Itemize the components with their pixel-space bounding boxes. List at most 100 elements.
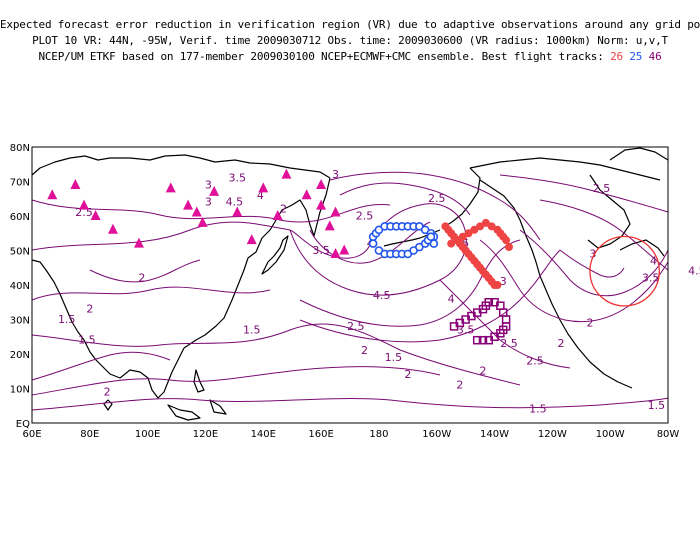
contour-label: 5: [462, 237, 469, 250]
contour-label: 2: [361, 344, 368, 357]
lat-label: EQ: [16, 419, 30, 430]
lon-label: 100W: [596, 429, 625, 440]
contour-label: 3.5: [229, 172, 247, 185]
track-26-point: [452, 236, 461, 245]
lat-label: 20N: [10, 350, 30, 361]
contour-label: 1.5: [385, 351, 403, 364]
observation-triangles: [47, 168, 350, 258]
contour-label: 2: [86, 303, 93, 316]
track-46-point: [484, 298, 494, 307]
plot-title-line-3: NCEP/UM ETKF based on 177-member 2009030…: [0, 50, 700, 63]
observation-triangle: [272, 210, 283, 220]
contour-label: 4.5: [373, 289, 391, 302]
observation-triangle: [183, 199, 194, 210]
observation-triangle: [281, 168, 292, 179]
lon-label: 100E: [135, 429, 160, 440]
contour-label: 2: [404, 368, 411, 381]
contour-label: 4: [650, 254, 657, 267]
contour-label: 2: [586, 316, 593, 329]
observation-triangle: [316, 199, 327, 210]
contour-label: 3: [500, 275, 507, 288]
contour-label: 2.5: [428, 192, 446, 205]
lon-label: 120W: [538, 429, 567, 440]
observation-triangle: [47, 189, 58, 200]
observation-triangle: [316, 178, 327, 189]
contour-lines: [31, 171, 669, 411]
lon-label: 160E: [308, 429, 333, 440]
contour-label: 2: [479, 365, 486, 378]
track-25-point: [368, 239, 378, 248]
track-25-point: [426, 232, 436, 241]
coastlines: [31, 147, 669, 421]
flight-track-25: [368, 222, 439, 259]
lat-label: 60N: [10, 212, 30, 223]
observation-triangle: [232, 206, 243, 217]
contour-label: 3: [205, 178, 212, 191]
lat-label: 80N: [10, 143, 30, 154]
lon-label: 140W: [480, 429, 509, 440]
lon-label: 80W: [657, 429, 680, 440]
track-26-point: [458, 232, 467, 241]
contour-label: 2.5: [526, 354, 544, 367]
lon-label: 80E: [80, 429, 99, 440]
lat-label: 50N: [10, 247, 30, 258]
contour-label: 1.5: [243, 323, 261, 336]
lat-label: 40N: [10, 281, 30, 292]
track-26-label: 26: [610, 50, 623, 63]
contour-label: 2.5: [500, 337, 518, 350]
observation-triangle: [301, 189, 312, 200]
contour-label: 4.5: [226, 196, 244, 209]
observation-triangle: [324, 220, 335, 231]
lat-label: 30N: [10, 316, 30, 327]
contour-label: 2.5: [593, 182, 611, 195]
plot-title-line-1: Expected forecast error reduction in ver…: [0, 18, 700, 31]
track-46-point: [478, 335, 488, 345]
track-26-point: [487, 222, 496, 231]
track-25-label: 25: [629, 50, 643, 63]
ensemble-info: NCEP/UM ETKF based on 177-member 2009030…: [38, 50, 604, 63]
contour-label: 3.5: [642, 272, 660, 285]
observation-triangle: [197, 216, 208, 227]
contour-label: 4.5: [688, 265, 700, 278]
observation-triangle: [165, 182, 176, 193]
flight-track-46: [449, 298, 511, 345]
observation-triangle: [133, 237, 144, 248]
contour-label: 1.5: [78, 334, 96, 347]
contour-label: 2: [138, 272, 145, 285]
lon-label: 120E: [193, 429, 218, 440]
track-26-point: [447, 239, 456, 248]
observation-triangle: [330, 206, 341, 217]
lon-label: 180: [369, 429, 388, 440]
track-46-point: [484, 335, 494, 345]
observation-triangle: [209, 185, 220, 196]
contour-label: 4: [257, 189, 264, 202]
track-26-point: [464, 229, 473, 238]
contour-label: 2: [456, 379, 463, 392]
track-26-point: [481, 218, 490, 227]
lon-label: 140E: [251, 429, 276, 440]
axis-labels: 60E 80E 100E 120E 140E 160E 180 160W 140W 120W 100…: [10, 143, 680, 440]
track-46-point: [501, 315, 511, 324]
flight-track-26: [441, 218, 513, 289]
observation-triangle: [330, 247, 341, 258]
track-26-point: [505, 243, 513, 252]
track-26-point: [493, 281, 502, 289]
contour-label: 3: [589, 247, 596, 260]
contour-label: 3: [205, 196, 212, 209]
contour-label: 2: [558, 337, 565, 350]
contour-label: 3.5: [312, 244, 330, 257]
observation-triangle: [191, 206, 202, 217]
track-26-point: [502, 236, 511, 245]
observation-triangle: [258, 182, 269, 193]
lat-label: 10N: [10, 385, 30, 396]
contour-label: 3.5: [457, 323, 475, 336]
track-26-point: [470, 225, 479, 234]
verification-region-circle: [589, 235, 660, 307]
map-frame: [31, 146, 669, 424]
observation-triangle: [339, 244, 350, 255]
lon-label: 60E: [22, 429, 41, 440]
contour-label: 2.5: [347, 320, 365, 333]
contour-label: 2: [280, 203, 287, 216]
observation-triangle: [79, 199, 90, 210]
